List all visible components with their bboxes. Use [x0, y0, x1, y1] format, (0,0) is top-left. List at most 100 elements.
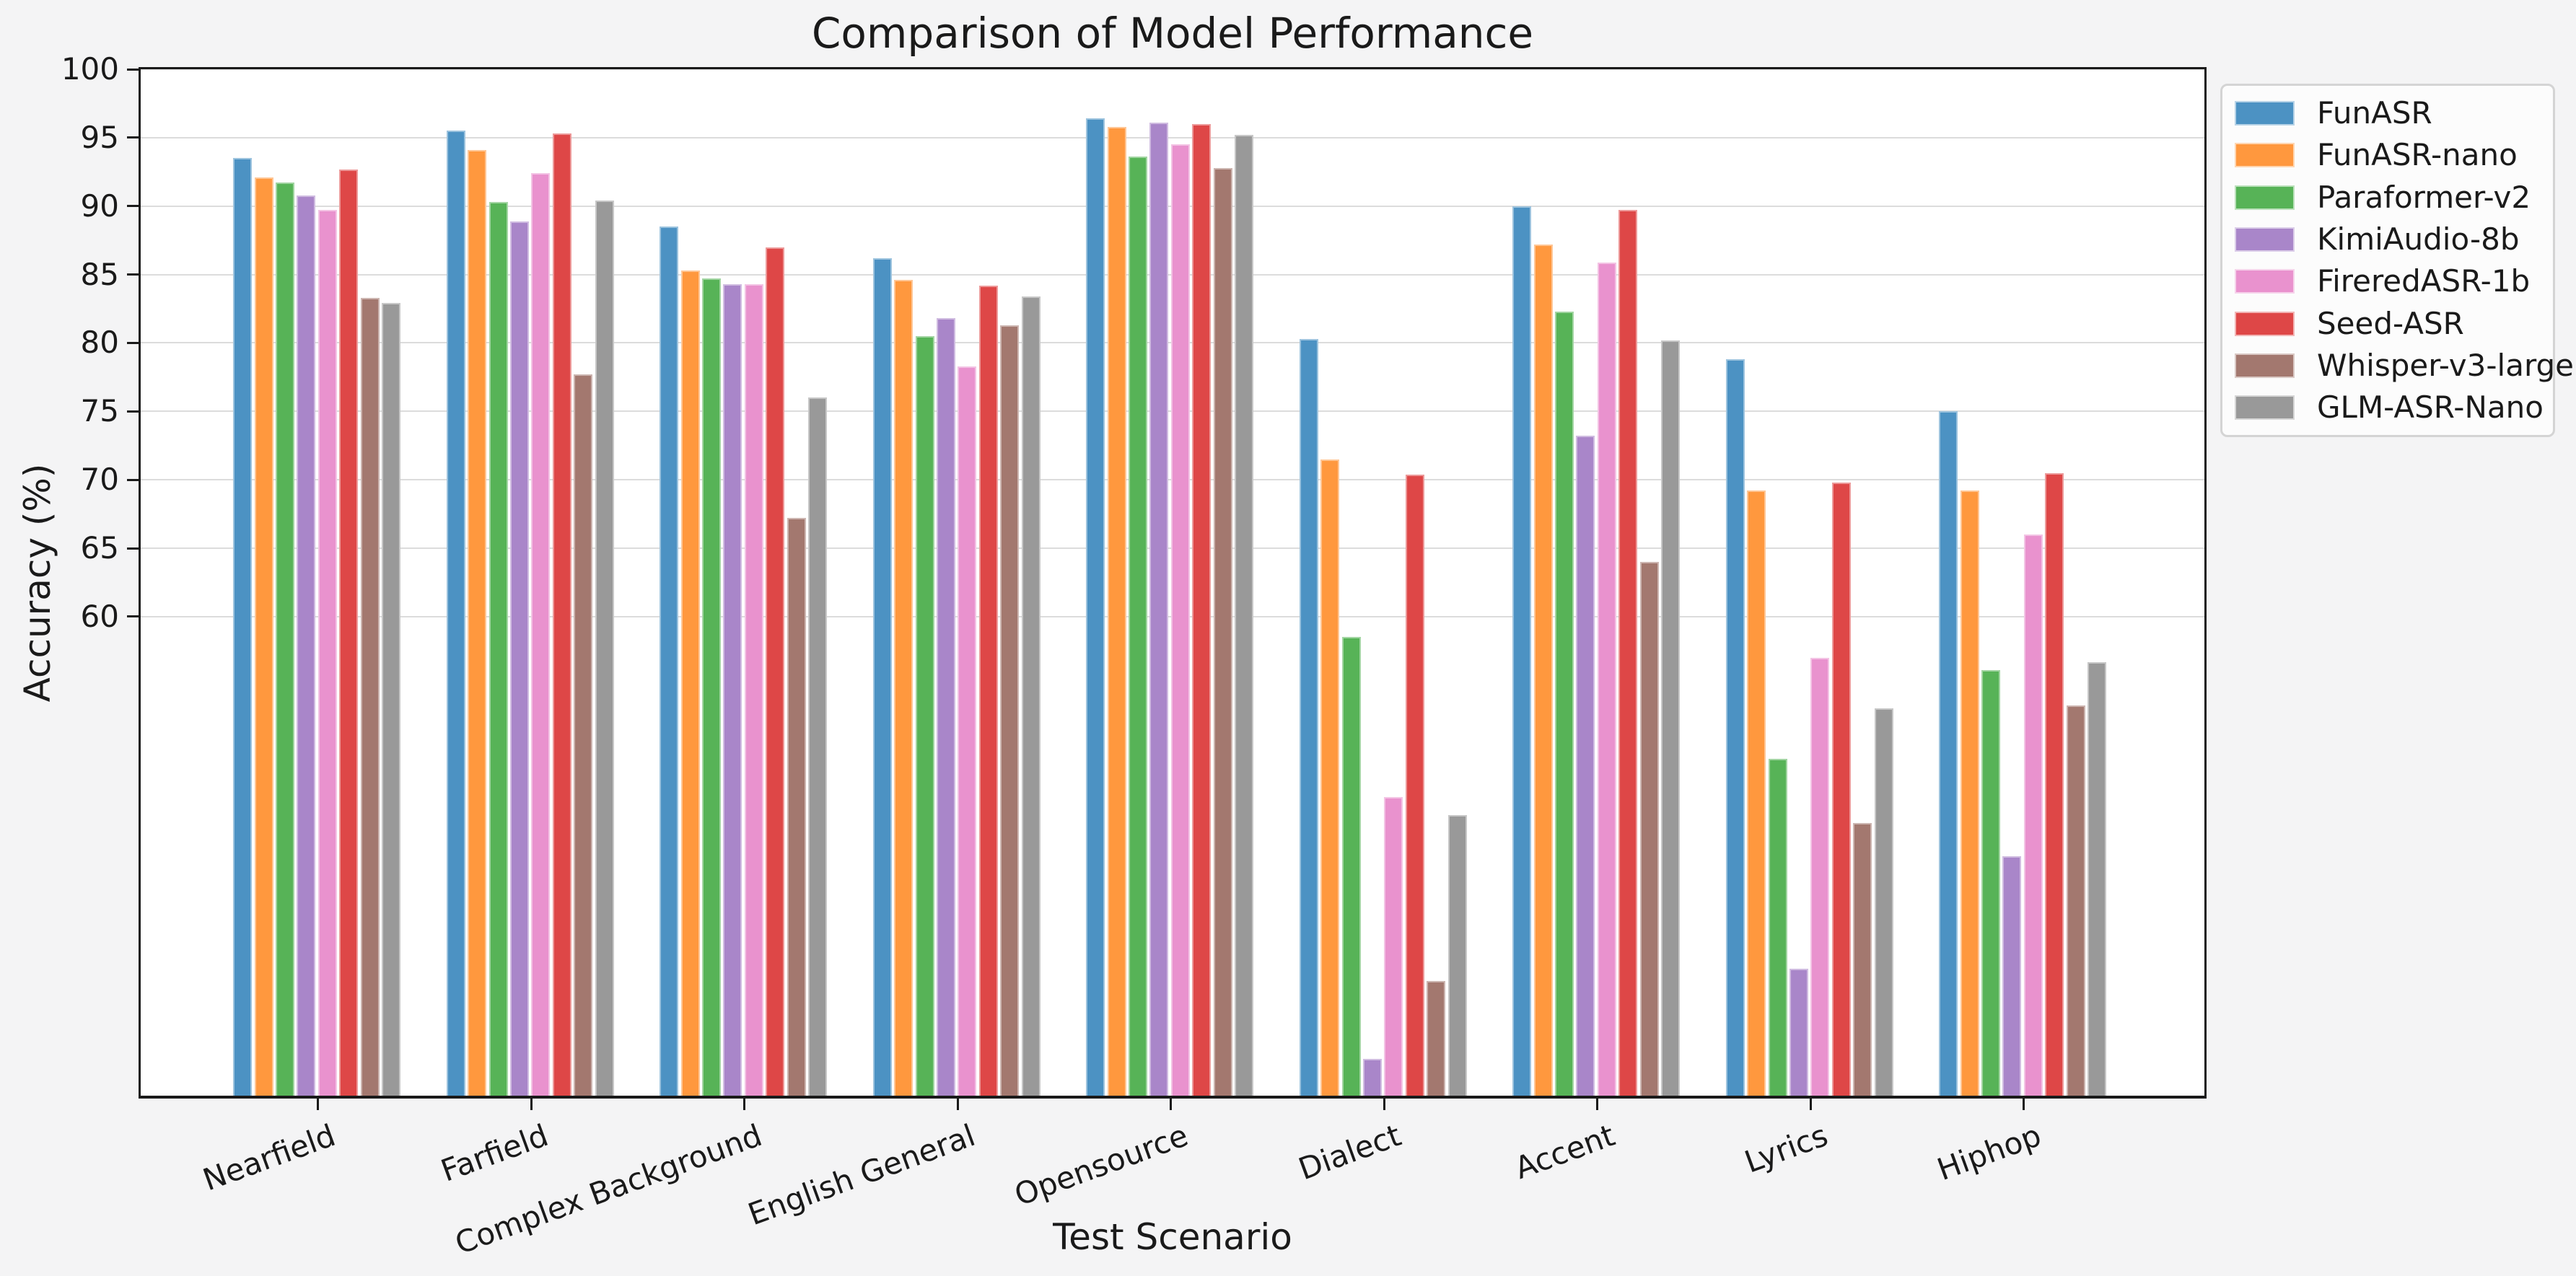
legend-label: FireredASR-1b [2317, 263, 2531, 299]
bar [1000, 325, 1020, 1096]
bar [1789, 968, 1808, 1096]
bar [1192, 123, 1212, 1096]
legend-item: FireredASR-1b [2222, 260, 2553, 302]
bar [1086, 118, 1105, 1096]
x-tick-label: Opensource [1009, 1117, 1193, 1213]
x-tick-label: Lyrics [1740, 1117, 1833, 1180]
bar [978, 285, 998, 1096]
legend-item: Paraformer-v2 [2222, 177, 2553, 219]
y-axis-title: Accuracy (%) [17, 463, 58, 702]
y-tick-label: 70 [80, 462, 119, 498]
bar [297, 195, 316, 1096]
x-tick-mark [2023, 1099, 2025, 1110]
bar [1533, 244, 1553, 1096]
bar [1981, 669, 2000, 1096]
x-tick-mark [317, 1099, 320, 1110]
bar [766, 247, 785, 1096]
bar [2066, 705, 2085, 1096]
x-tick-label: Accent [1510, 1117, 1619, 1187]
legend-item: Whisper-v3-large [2222, 345, 2574, 387]
bar [1129, 157, 1147, 1096]
y-tick-label: 80 [80, 325, 119, 361]
y-tick-mark [127, 478, 139, 481]
bar [1447, 815, 1467, 1096]
bar [1597, 262, 1616, 1096]
bar [2045, 472, 2064, 1096]
chart-title: Comparison of Model Performance [811, 9, 1534, 58]
y-tick-mark [127, 615, 139, 618]
y-tick-mark [127, 68, 139, 71]
y-tick-label: 90 [80, 188, 119, 224]
legend-label: KimiAudio-8b [2317, 221, 2520, 257]
bar [1831, 482, 1851, 1096]
bar [1618, 210, 1638, 1096]
bar [276, 182, 294, 1096]
legend-box: FunASR FunASR-nano Paraformer-v2 KimiAudio-… [2220, 84, 2574, 437]
bar [1107, 126, 1126, 1096]
bar [1235, 135, 1253, 1096]
y-tick-label: 75 [80, 393, 119, 429]
bar [1768, 759, 1787, 1096]
bar [1512, 206, 1532, 1096]
x-axis-title: Test Scenario [1053, 1216, 1292, 1258]
legend-label: Seed-ASR [2317, 305, 2464, 341]
bar [446, 131, 465, 1096]
legend-swatch [2235, 269, 2295, 294]
bar [1021, 296, 1041, 1096]
bar [958, 366, 977, 1096]
bar [1405, 474, 1424, 1096]
bar [1213, 167, 1232, 1096]
legend-label: FunASR [2317, 95, 2432, 131]
bar [894, 280, 914, 1096]
y-tick-mark [127, 273, 139, 276]
x-tick-label: Farfield [436, 1117, 553, 1189]
bar [1427, 980, 1446, 1096]
legend-label: Whisper-v3-large [2317, 347, 2574, 383]
y-tick-label: 100 [61, 51, 119, 87]
x-tick-label: Nearfield [198, 1117, 340, 1198]
bar [744, 283, 763, 1096]
bar [1747, 490, 1766, 1096]
bar [936, 318, 955, 1096]
x-tick-mark [956, 1099, 959, 1110]
y-tick-mark [127, 136, 139, 139]
legend-label: Paraformer-v2 [2317, 179, 2531, 215]
axis-spine [139, 1096, 2207, 1099]
bar [808, 397, 827, 1096]
bar [574, 374, 593, 1096]
x-tick-mark [1170, 1099, 1173, 1110]
bar [2023, 534, 2043, 1096]
bar [509, 221, 529, 1096]
bar [1170, 144, 1190, 1096]
y-tick-label: 65 [80, 530, 119, 566]
legend-item: FunASR [2222, 92, 2553, 134]
bar [489, 202, 508, 1096]
bar [2002, 855, 2022, 1096]
bar [872, 258, 892, 1096]
legend-swatch [2235, 353, 2295, 378]
bar [1149, 122, 1169, 1096]
bar [382, 303, 400, 1096]
legend-swatch [2235, 101, 2295, 126]
axis-spine [2204, 67, 2207, 1099]
bar [254, 177, 273, 1096]
x-tick-mark [1596, 1099, 1599, 1110]
x-tick-label: English General [743, 1117, 980, 1233]
legend-item: KimiAudio-8b [2222, 219, 2553, 260]
bar [1725, 359, 1745, 1096]
bar [1362, 1058, 1382, 1096]
legend-swatch [2235, 311, 2295, 336]
y-tick-mark [127, 341, 139, 344]
legend-swatch [2235, 226, 2295, 252]
x-tick-mark [1383, 1099, 1385, 1110]
bar [787, 518, 806, 1096]
legend-label: GLM-ASR-Nano [2317, 390, 2544, 426]
legend-item: GLM-ASR-Nano [2222, 387, 2553, 428]
axis-spine [139, 67, 141, 1099]
bar [360, 297, 380, 1096]
bar [2087, 661, 2106, 1096]
bar [233, 158, 253, 1096]
bar [702, 278, 721, 1096]
bar [317, 210, 337, 1096]
bar [1555, 311, 1574, 1096]
